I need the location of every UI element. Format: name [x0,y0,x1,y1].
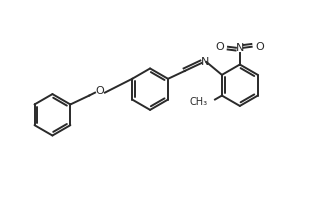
Text: O: O [255,42,264,52]
Text: N: N [236,43,244,53]
Text: N: N [201,57,210,67]
Text: CH₃: CH₃ [190,98,208,107]
Text: O: O [95,86,104,96]
Text: O: O [216,42,224,52]
